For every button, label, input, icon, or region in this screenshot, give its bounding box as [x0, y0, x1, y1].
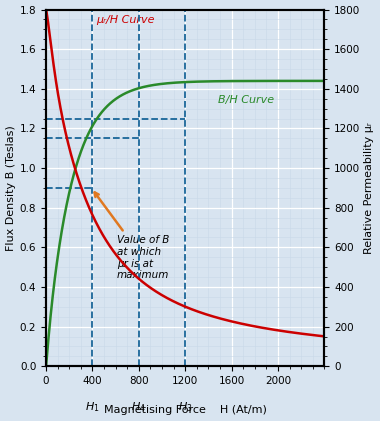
Y-axis label: Flux Density B (Teslas): Flux Density B (Teslas) — [6, 125, 16, 251]
Text: B/H Curve: B/H Curve — [218, 95, 274, 105]
Text: μᵣ/H Curve: μᵣ/H Curve — [96, 16, 154, 25]
Text: $H_1$: $H_1$ — [85, 400, 100, 414]
Text: Value of B
at which
μr is at
maximum: Value of B at which μr is at maximum — [95, 192, 169, 280]
Text: $H_4$: $H_4$ — [131, 400, 146, 414]
Text: $H_3$: $H_3$ — [178, 400, 193, 414]
Y-axis label: Relative Permeability μᵣ: Relative Permeability μᵣ — [364, 122, 374, 254]
X-axis label: Magnetising Force    H (At/m): Magnetising Force H (At/m) — [104, 405, 267, 416]
